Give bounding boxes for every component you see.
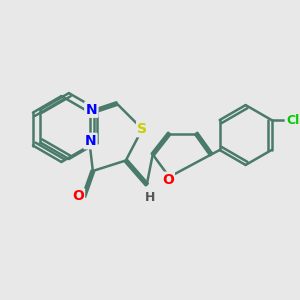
- Text: O: O: [162, 173, 174, 187]
- Text: S: S: [137, 122, 147, 136]
- Text: H: H: [145, 191, 155, 204]
- Text: N: N: [85, 134, 96, 148]
- Text: Cl: Cl: [286, 113, 299, 127]
- Text: O: O: [72, 189, 84, 203]
- Text: N: N: [85, 103, 97, 117]
